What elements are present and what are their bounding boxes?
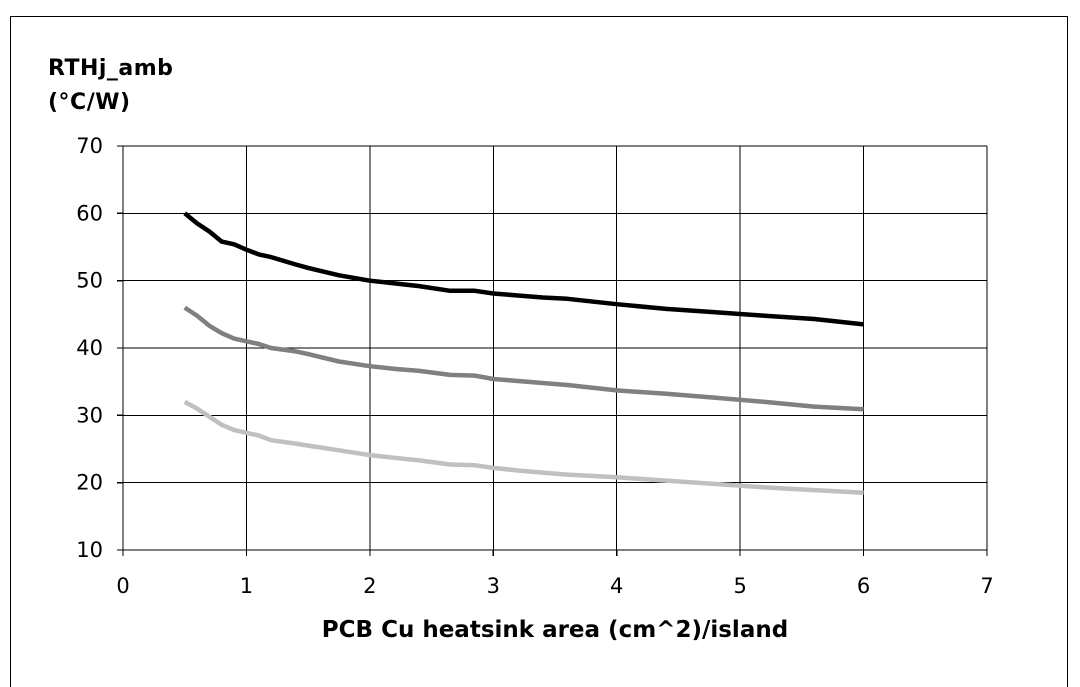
- y-tick-label-20: 20: [76, 471, 103, 495]
- series-layer: [183, 211, 864, 496]
- x-tick-label-6: 6: [857, 574, 870, 598]
- tick-label-layer: 10 20 30 40 50 60 70 0 1 2 3 4 5 6 7: [76, 134, 993, 598]
- y-tick-label-10: 10: [76, 538, 103, 562]
- y-tick-label-70: 70: [76, 134, 103, 158]
- x-tick-label-2: 2: [363, 574, 376, 598]
- x-tick-label-5: 5: [733, 574, 746, 598]
- series-line-2: [183, 305, 864, 412]
- x-tick-label-4: 4: [610, 574, 623, 598]
- series-line-1: [183, 211, 864, 327]
- x-tick-label-1: 1: [240, 574, 253, 598]
- y-tick-label-50: 50: [76, 269, 103, 293]
- x-axis-label: PCB Cu heatsink area (cm^2)/island: [321, 617, 789, 643]
- series-line-3: [183, 399, 864, 496]
- y-axis-label-line1: RTHj_amb: [48, 56, 174, 81]
- figure-frame: [10, 16, 1068, 687]
- y-axis-label-line2: (°C/W): [48, 90, 131, 115]
- y-tick-label-40: 40: [76, 336, 103, 360]
- y-tick-label-60: 60: [76, 201, 103, 225]
- axis-layer: [117, 145, 988, 556]
- x-tick-label-3: 3: [487, 574, 500, 598]
- x-tick-label-0: 0: [116, 574, 129, 598]
- grid-layer: [123, 145, 988, 550]
- y-tick-label-30: 30: [76, 403, 103, 427]
- x-tick-label-7: 7: [980, 574, 993, 598]
